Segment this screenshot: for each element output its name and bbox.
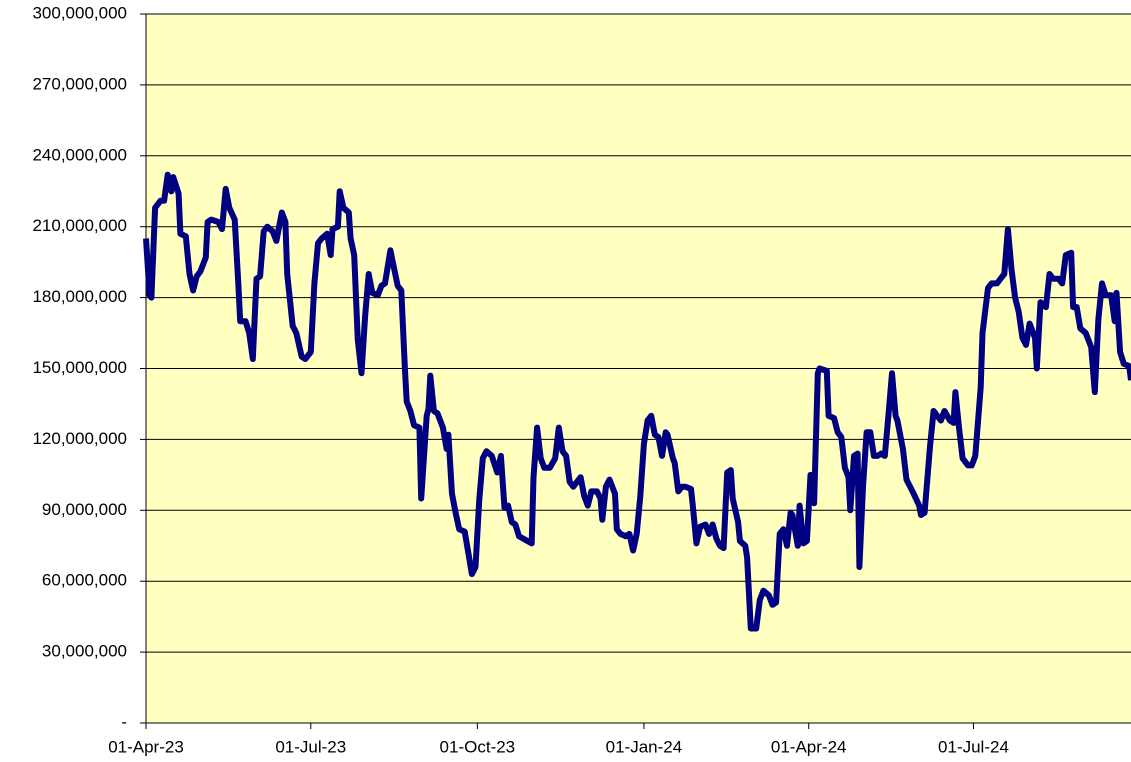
y-tick-label: 240,000,000 <box>32 145 127 164</box>
x-tick-label: 01-Oct-23 <box>440 737 516 756</box>
y-tick-label: 90,000,000 <box>42 500 127 519</box>
y-tick-label: 210,000,000 <box>32 216 127 235</box>
y-tick-label: 120,000,000 <box>32 429 127 448</box>
y-tick-label: 60,000,000 <box>42 571 127 590</box>
x-tick-label: 01-Apr-23 <box>108 737 184 756</box>
y-tick-label: 300,000,000 <box>32 3 127 22</box>
y-tick-label: 150,000,000 <box>32 358 127 377</box>
x-tick-label: 01-Jul-23 <box>275 737 346 756</box>
y-tick-label: - <box>121 712 127 731</box>
x-tick-label: 01-Apr-24 <box>771 737 847 756</box>
x-tick-label: 01-Jan-24 <box>606 737 683 756</box>
x-tick-label: 01-Jul-24 <box>938 737 1009 756</box>
y-tick-label: 30,000,000 <box>42 642 127 661</box>
y-tick-label: 270,000,000 <box>32 74 127 93</box>
data-line <box>143 171 1131 632</box>
y-tick-label: 180,000,000 <box>32 287 127 306</box>
